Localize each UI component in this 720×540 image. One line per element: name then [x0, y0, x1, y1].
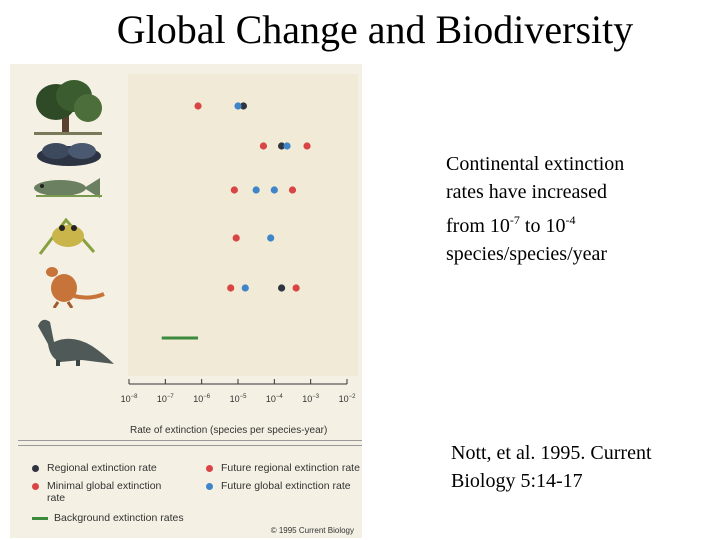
main-text-line3-mid: to 10: [519, 215, 566, 237]
point-future-global: [252, 186, 260, 194]
legend-dot-regional: [32, 465, 39, 472]
legend-separator-top: [18, 440, 362, 441]
citation-text: Nott, et al. 1995. Current Biology 5:14-…: [451, 439, 711, 495]
slide-title: Global Change and Biodiversity: [116, 7, 634, 52]
x-tick-label: 10−7: [157, 394, 175, 404]
legend-label-future-regional: Future regional extinction rate: [221, 462, 360, 474]
point-future-global: [267, 234, 275, 242]
legend-label-minimal-global: Minimal global extinction rate: [47, 480, 161, 504]
main-text-line4: species/species/year: [446, 243, 608, 265]
extinction-figure: 10−8 10−7 10−6 10−5 10−4 10−3 10−2 Rate of ext…: [10, 64, 362, 538]
main-text-line3: from 10-7 to 10-4: [446, 213, 576, 237]
point-future-regional: [288, 186, 297, 194]
dinosaur-icon: [38, 319, 114, 366]
citation-line2: Biology 5:14-17: [451, 470, 583, 492]
legend-bar-background: [32, 517, 48, 520]
mollusc-icon: [37, 143, 101, 166]
legend-dot-future-global: [206, 483, 213, 490]
point-future-global: [234, 102, 242, 110]
main-text-exp1: -7: [509, 213, 520, 227]
legend-dot-minimal-global: [32, 483, 39, 490]
main-text-exp2: -4: [565, 213, 576, 227]
point-future-global: [241, 284, 249, 292]
point-minimal-global: [230, 186, 238, 194]
citation-line1: Nott, et al. 1995. Current: [451, 442, 652, 464]
extinction-chart: 10−8 10−7 10−6 10−5 10−4 10−3 10−2: [121, 102, 357, 404]
point-regional: [278, 142, 286, 150]
legend-item-future-regional: Future regional extinction rate: [206, 462, 360, 474]
x-tick-label: 10−5: [230, 394, 248, 404]
point-future-global: [270, 186, 278, 194]
plot-background: [128, 74, 358, 376]
main-text-line2: rates have increased: [446, 181, 608, 203]
point-regional: [239, 102, 248, 110]
legend-label-regional: Regional extinction rate: [47, 462, 157, 474]
legend-dot-future-regional: [206, 465, 213, 472]
legend-item-background: Background extinction rates: [32, 512, 184, 524]
legend-label-minimal-global-line2: rate: [47, 492, 66, 504]
x-tick-label: 10−3: [302, 394, 320, 404]
x-tick-label: 10−6: [193, 394, 211, 404]
x-axis-title: Rate of extinction (species per species-…: [130, 425, 328, 436]
legend-item-minimal-global: Minimal global extinction rate: [32, 480, 161, 504]
point-future-regional: [259, 142, 268, 150]
x-tick-label: 10−2: [339, 394, 357, 404]
legend-label-background: Background extinction rates: [54, 512, 184, 524]
main-text: Continental extinction rates have increa…: [446, 150, 706, 268]
point-future-global: [283, 142, 291, 150]
x-tick-label: 10−4: [266, 394, 284, 404]
legend-separator-bottom: [18, 445, 362, 446]
kangaroo-icon: [46, 267, 105, 308]
legend-item-future-global: Future global extinction rate: [206, 480, 351, 492]
point-minimal-global: [232, 234, 240, 242]
tree-icon: [34, 80, 102, 135]
point-minimal-global: [194, 102, 202, 110]
fish-icon: [34, 178, 102, 198]
point-future-regional: [292, 284, 300, 292]
x-tick-label: 10−8: [121, 394, 139, 404]
main-text-line3-pre: from 10: [446, 215, 510, 237]
frog-icon: [38, 217, 96, 255]
point-minimal-global: [227, 284, 235, 292]
point-future-regional: [303, 142, 311, 150]
main-text-line1: Continental extinction: [446, 153, 625, 175]
point-regional: [278, 284, 286, 292]
copyright-note: © 1995 Current Biology: [270, 526, 354, 535]
legend-label-minimal-global-line1: Minimal global extinction: [47, 480, 162, 492]
legend-label-future-global: Future global extinction rate: [221, 480, 351, 492]
legend-item-regional: Regional extinction rate: [32, 462, 157, 474]
